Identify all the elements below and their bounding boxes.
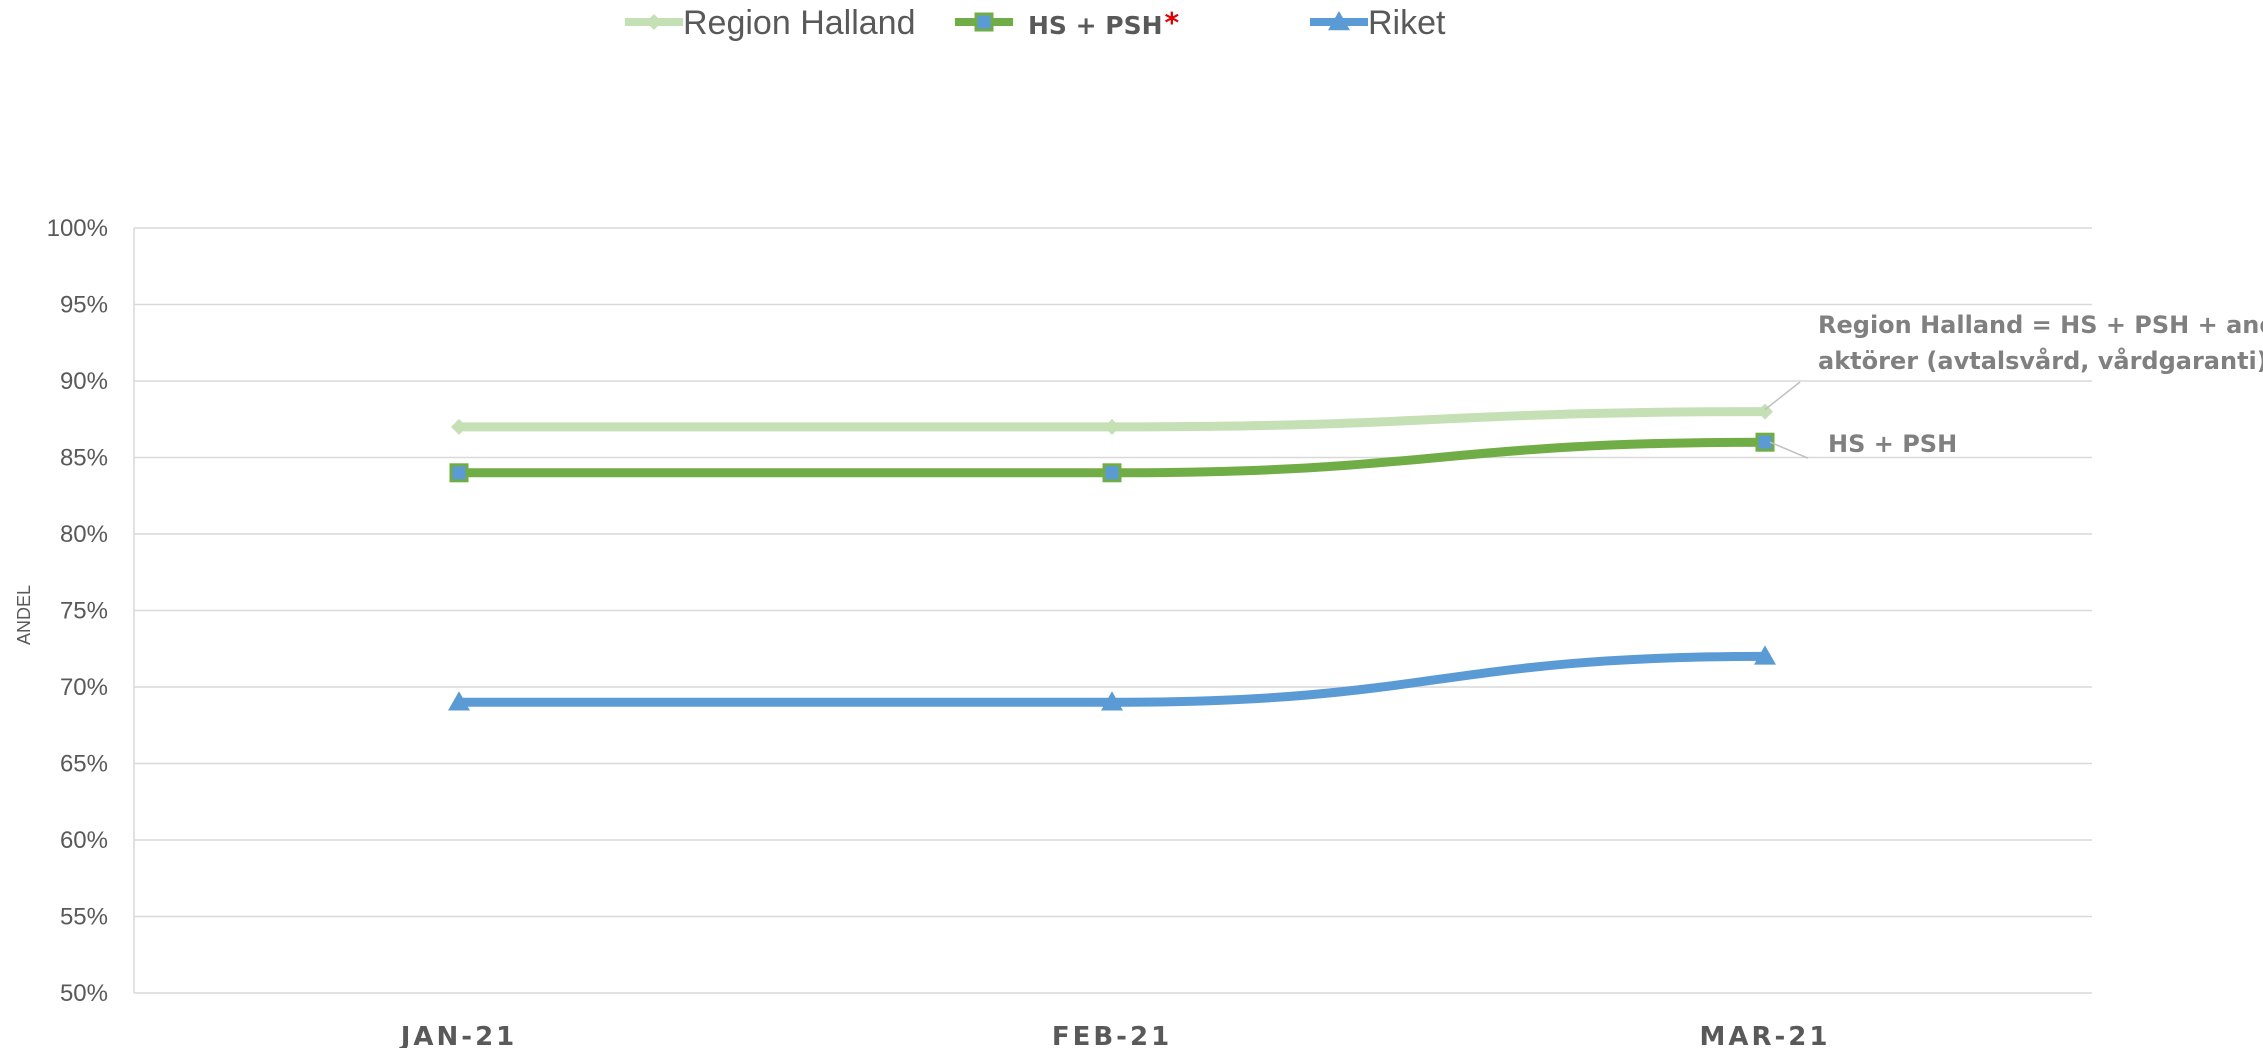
x-tick-label: JAN-21: [399, 1022, 518, 1048]
data-point-triangle: [1101, 691, 1123, 711]
y-tick-label: 85%: [60, 445, 108, 472]
series-line-3: [454, 651, 1770, 707]
annotation-leader: [1769, 441, 1809, 459]
y-tick-label: 75%: [60, 598, 108, 625]
y-tick-label: 100%: [47, 215, 108, 242]
series-lines: [454, 407, 1770, 707]
legend-asterisk: *: [1165, 6, 1180, 39]
y-tick-label: 55%: [60, 904, 108, 931]
y-axis-ticks: 50% 55% 60% 65% 70% 75% 80% 85% 90% 95% 100%: [47, 215, 108, 1007]
legend-label: HS + PSH: [1028, 11, 1163, 40]
series-line-1: [454, 407, 1770, 432]
x-tick-label: FEB-21: [1052, 1022, 1172, 1048]
data-point-triangle: [448, 691, 470, 711]
legend: Region Halland HS + PSH * Riket: [625, 4, 1446, 42]
y-tick-label: 90%: [60, 368, 108, 395]
data-point-triangle: [1754, 645, 1776, 665]
data-point-diamond: [451, 418, 467, 435]
annotation-leader: [1764, 381, 1801, 411]
data-point-square: [974, 12, 994, 32]
series-line-2: [454, 437, 1770, 478]
legend-label: Region Halland: [683, 4, 916, 42]
data-point-triangle: [1328, 11, 1350, 31]
annotation-text: Region Halland = HS + PSH + andra: [1818, 311, 2263, 339]
y-tick-label: 70%: [60, 674, 108, 701]
data-point-square: [449, 463, 469, 483]
data-point-diamond: [1757, 403, 1773, 420]
y-tick-label: 60%: [60, 827, 108, 854]
y-tick-label: 95%: [60, 292, 108, 319]
y-tick-label: 50%: [60, 980, 108, 1007]
annotation-text: aktörer (avtalsvård, vårdgaranti): [1818, 346, 2263, 375]
x-axis-ticks: JAN-21 FEB-21 MAR-21: [399, 1022, 1831, 1048]
legend-label: Riket: [1368, 4, 1446, 42]
y-tick-label: 65%: [60, 751, 108, 778]
annotation-text: HS + PSH: [1828, 430, 1957, 458]
data-point-diamond: [1104, 418, 1120, 435]
series-markers: [448, 403, 1776, 711]
x-tick-label: MAR-21: [1700, 1022, 1831, 1048]
y-axis-title: ANDEL: [14, 585, 34, 645]
data-point-square: [1755, 432, 1775, 452]
annotations: Region Halland = HS + PSH + andra aktörer…: [1764, 311, 2263, 459]
data-point-diamond: [646, 14, 662, 30]
y-tick-label: 80%: [60, 521, 108, 548]
data-point-square: [1102, 463, 1122, 483]
gridlines: [133, 227, 2092, 994]
